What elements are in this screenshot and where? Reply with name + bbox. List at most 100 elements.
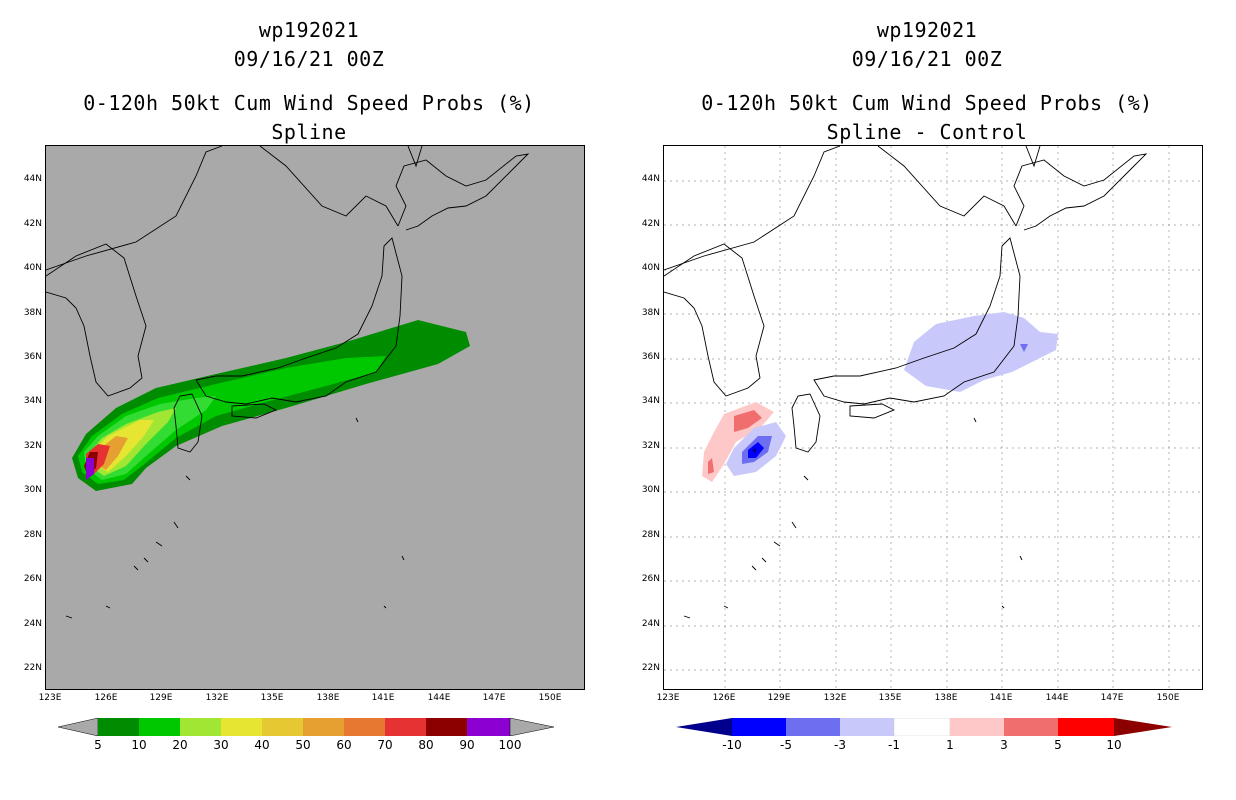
left-panel: wp192021 09/16/21 00Z 0-120h 50kt Cum Wi… [23, 18, 585, 752]
left-colorbar-label: 80 [418, 738, 434, 752]
right-lon-label: 144E [1045, 693, 1069, 703]
right-date-time: 09/16/21 00Z [851, 47, 1003, 71]
graticule [664, 146, 1202, 689]
right-lon-label: 129E [767, 693, 791, 703]
left-lon-label: 150E [538, 693, 562, 703]
left-lon-label: 126E [94, 693, 118, 703]
left-colorbar-swatch [180, 718, 221, 736]
left-lat-label: 30N [23, 485, 42, 495]
right-lon-label: 150E [1156, 693, 1180, 703]
left-lon-label: 147E [482, 693, 506, 703]
left-lat-label: 32N [23, 441, 42, 451]
left-lat-label: 44N [23, 174, 42, 184]
right-colorbar-label: 5 [1054, 738, 1062, 752]
coastline-shikoku [231, 403, 278, 419]
left-colorbar-under-arrow [58, 718, 99, 736]
coastline-russia [664, 146, 1017, 271]
coastline-kyushu [173, 393, 203, 453]
left-lat-label: 26N [23, 574, 42, 584]
left-colorbar-label: 10 [131, 738, 147, 752]
left-lat-label: 22N [23, 663, 42, 673]
left-lat-label: 38N [23, 308, 42, 318]
right-lat-label: 32N [641, 441, 660, 451]
left-colorbar [58, 718, 554, 736]
left-colorbar-label: 90 [459, 738, 475, 752]
left-lon-label: 129E [149, 693, 173, 703]
right-lat-label: 24N [641, 619, 660, 629]
left-colorbar-swatch [98, 718, 139, 736]
difference-field [702, 312, 1058, 482]
prob-100-contour [86, 458, 94, 480]
right-lon-label: 135E [878, 693, 902, 703]
left-lat-label: 34N [23, 396, 42, 406]
right-colorbar-label: 1 [946, 738, 954, 752]
coastline-izu-islands [973, 417, 1023, 609]
left-colorbar-label: 70 [377, 738, 393, 752]
right-lat-label: 26N [641, 574, 660, 584]
right-colorbar-label: 10 [1106, 738, 1122, 752]
left-colorbar-label: 60 [336, 738, 352, 752]
right-map-svg [664, 146, 1202, 689]
left-lat-label: 42N [23, 219, 42, 229]
left-map [45, 145, 585, 690]
right-colorbar [676, 718, 1172, 736]
coastline-sakhalin [1025, 146, 1041, 168]
left-lon-label: 135E [260, 693, 284, 703]
left-colorbar-swatch [303, 718, 344, 736]
right-lon-label: 147E [1100, 693, 1124, 703]
right-lat-label: 36N [641, 352, 660, 362]
right-lat-label: 40N [641, 263, 660, 273]
prob-10-contour [78, 356, 386, 484]
coastline-sakhalin [407, 146, 423, 168]
right-colorbar-swatch [840, 718, 894, 736]
right-lat-label: 34N [641, 396, 660, 406]
left-lon-label: 132E [205, 693, 229, 703]
right-colorbar-label: -3 [834, 738, 846, 752]
right-panel: wp192021 09/16/21 00Z 0-120h 50kt Cum Wi… [618, 0, 1236, 800]
right-colorbar-swatch [893, 718, 951, 736]
left-lon-label: 141E [371, 693, 395, 703]
right-product-title: 0-120h 50kt Cum Wind Speed Probs (%) [701, 91, 1153, 115]
right-colorbar-under-arrow [676, 718, 732, 736]
left-colorbar-swatch [344, 718, 385, 736]
coastline-korea [664, 243, 765, 397]
right-colorbar-swatch [1004, 718, 1058, 736]
right-lon-label: 138E [934, 693, 958, 703]
left-lon-label: 138E [316, 693, 340, 703]
diff-minus-3-spot [1020, 344, 1028, 352]
left-subtitle: Spline [271, 120, 347, 144]
coastline-honshu [195, 237, 403, 405]
left-lat-label: 28N [23, 530, 42, 540]
right-lat-label: 22N [641, 663, 660, 673]
left-colorbar-swatch [385, 718, 426, 736]
left-colorbar-swatch [221, 718, 262, 736]
left-colorbar-label: 5 [94, 738, 102, 752]
left-colorbar-swatch [467, 718, 510, 736]
left-colorbar-swatch [139, 718, 180, 736]
coastline-hokkaido [1013, 153, 1148, 231]
left-map-svg [46, 146, 530, 619]
coastline-kyushu [791, 393, 821, 453]
left-colorbar-label: 30 [213, 738, 229, 752]
right-subtitle: Spline - Control [826, 120, 1028, 144]
left-colorbar-over-arrow [509, 718, 554, 736]
left-colorbar-swatch [262, 718, 303, 736]
left-lat-label: 40N [23, 263, 42, 273]
right-lat-label: 44N [641, 174, 660, 184]
coastlines [664, 146, 1148, 619]
left-colorbar-label: 20 [172, 738, 188, 752]
coastlines [46, 146, 530, 619]
coastline-izu-islands [355, 417, 405, 609]
coastline-shikoku [849, 403, 896, 419]
right-lon-label: 132E [823, 693, 847, 703]
left-date-time: 09/16/21 00Z [233, 47, 385, 71]
right-lat-label: 30N [641, 485, 660, 495]
left-colorbar-label: 50 [295, 738, 311, 752]
right-lat-label: 42N [641, 219, 660, 229]
left-lat-label: 36N [23, 352, 42, 362]
diff-positive-3-spot [708, 458, 714, 474]
right-colorbar-swatch [1058, 718, 1114, 736]
right-lon-label: 141E [989, 693, 1013, 703]
left-lat-label: 24N [23, 619, 42, 629]
left-colorbar-label: 40 [254, 738, 270, 752]
